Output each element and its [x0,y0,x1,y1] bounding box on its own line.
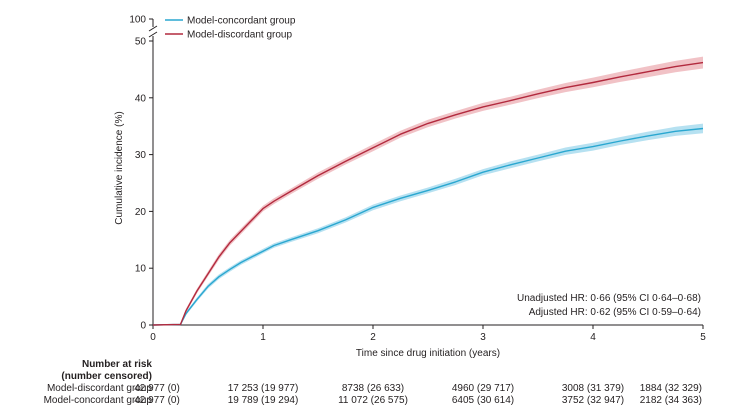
y-tick-label: 10 [135,264,147,275]
risk-cell: 1884 (32 329) [640,383,702,394]
y-tick-label-100: 100 [129,15,146,26]
series-1-line [152,61,704,326]
y-tick-label: 50 [135,37,147,48]
risk-cell: 4960 (29 717) [452,383,514,394]
x-tick-label: 5 [700,332,706,343]
x-tick-label: 2 [370,332,376,343]
risk-table-subheader: (number censored) [61,371,152,382]
risk-table-header: Number at risk [82,359,152,370]
y-axis-break-mark [148,31,158,38]
x-tick-label: 1 [260,332,266,343]
risk-cell: 8738 (26 633) [342,383,404,394]
x-tick-label: 4 [590,332,596,343]
x-tick-label: 3 [480,332,486,343]
y-axis-break-mark [148,25,158,32]
risk-cell: 2182 (34 363) [640,395,702,406]
y-tick-label: 40 [135,93,147,104]
adjusted-hr-annotation: Adjusted HR: 0·62 (95% CI 0·59–0·64) [529,307,701,318]
risk-cell: 17 253 (19 977) [228,383,299,394]
risk-cell: 42 977 (0) [134,395,180,406]
y-tick-label: 20 [135,207,147,218]
series-0-line [152,127,704,326]
series-lines [152,61,704,326]
risk-row-label: Model-concordant group [44,395,153,406]
y-axis-label: Cumulative incidence (%) [114,111,125,224]
unadjusted-hr-annotation: Unadjusted HR: 0·66 (95% CI 0·64–0·68) [517,293,701,304]
risk-cell: 6405 (30 614) [452,395,514,406]
y-tick-label: 0 [140,321,146,332]
risk-cell: 3008 (31 379) [562,383,624,394]
y-tick-label: 30 [135,150,147,161]
risk-cell: 3752 (32 947) [562,395,624,406]
legend: Model-concordant group Model-discordant g… [165,16,296,41]
risk-cell: 19 789 (19 294) [228,395,299,406]
x-tick-label: 0 [150,332,156,343]
risk-row-label: Model-discordant group [47,383,152,394]
risk-table: Number at risk (number censored) Model-d… [44,359,702,406]
legend-entry: Model-concordant group [187,16,296,27]
risk-cell: 42 977 (0) [134,383,180,394]
x-axis-label: Time since drug initiation (years) [356,348,500,359]
risk-cell: 11 072 (26 575) [338,395,408,406]
legend-entry: Model-discordant group [187,30,292,41]
